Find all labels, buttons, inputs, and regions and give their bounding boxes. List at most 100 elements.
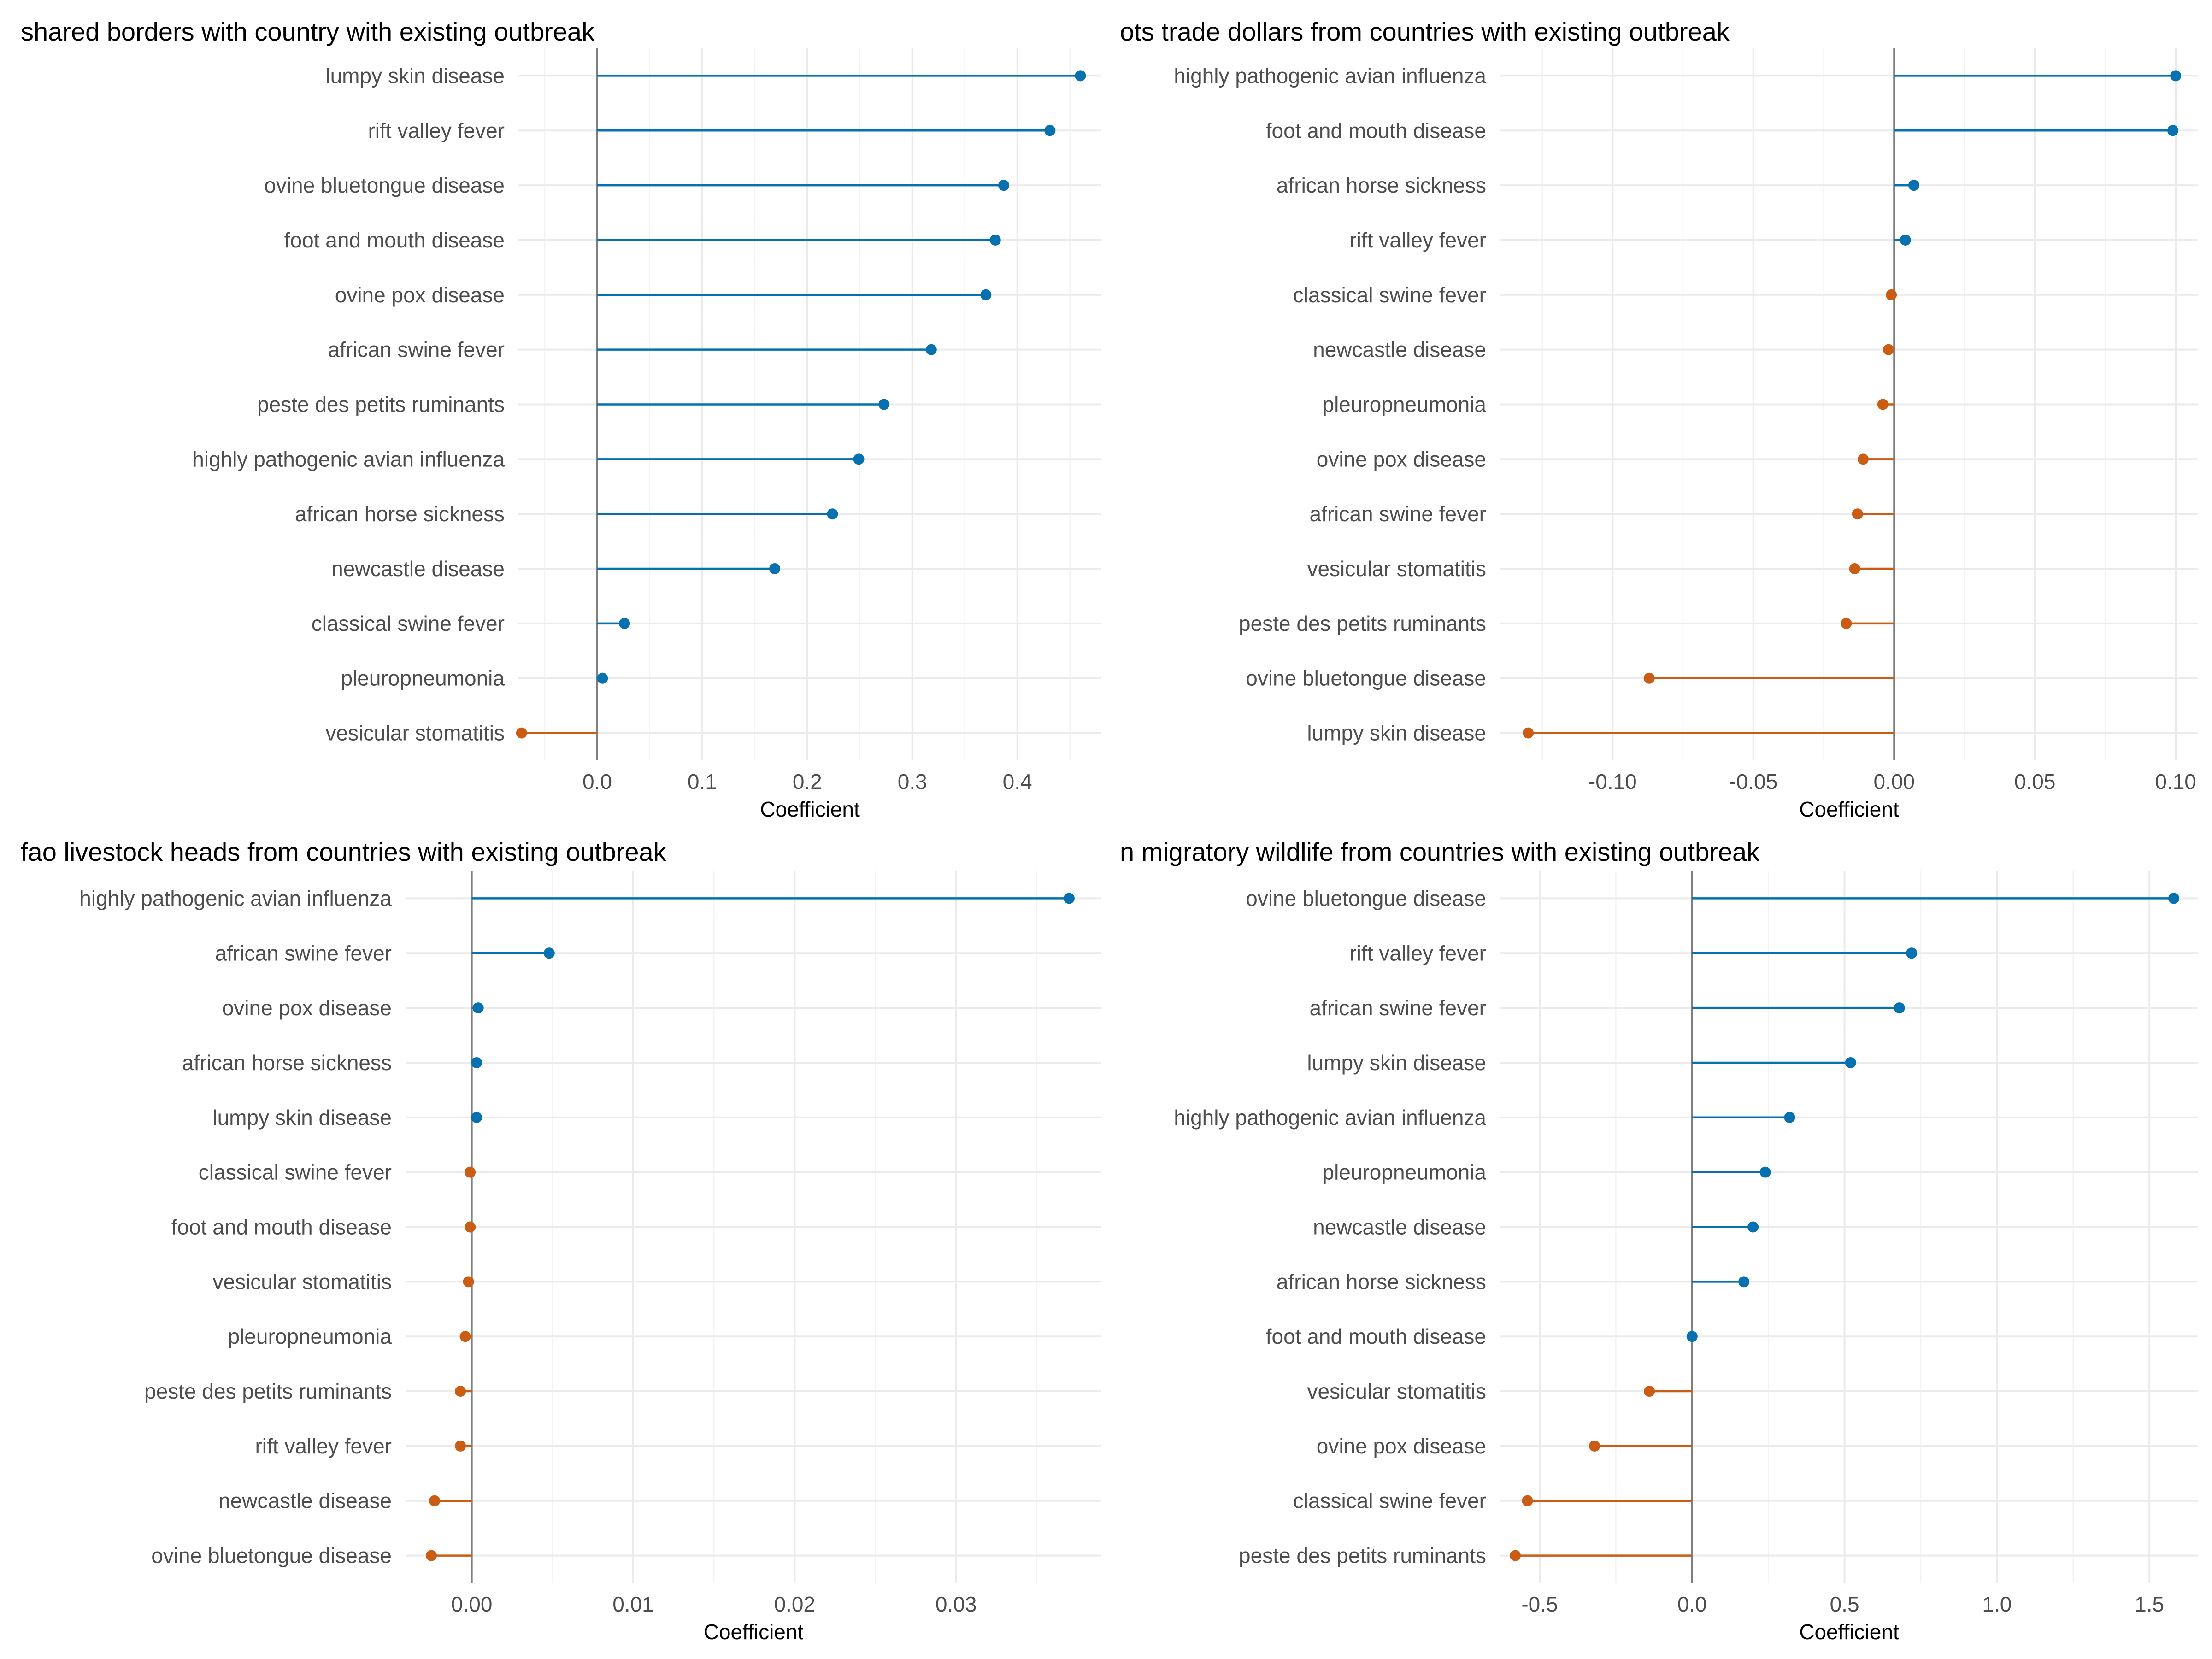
category-label: classical swine fever [1293,1489,1486,1513]
panel-title: shared borders with country with existin… [21,17,595,46]
category-label: african horse sickness [295,502,505,526]
lollipop-point [1900,234,1911,246]
lollipop-point [1894,1002,1905,1014]
x-tick-label: 0.00 [451,1592,493,1616]
lollipop-point [1075,70,1086,82]
lollipop-point [1589,1440,1600,1452]
lollipop-point [2170,70,2182,82]
lollipop-point [1044,125,1056,136]
category-label: pleuropneumonia [341,666,505,690]
panel-title: ots trade dollars from countries with ex… [1120,17,1730,46]
x-tick-label: 0.3 [898,770,927,794]
category-label: ovine pox disease [335,283,505,307]
lollipop-point [769,563,781,575]
category-label: lumpy skin disease [1307,721,1486,745]
category-label: newcastle disease [218,1489,392,1513]
panel-title: n migratory wildlife from countries with… [1120,837,1760,866]
category-label: vesicular stomatitis [1307,557,1486,581]
lollipop-point [1644,1386,1655,1397]
lollipop-point [472,1002,484,1014]
lollipop-point [1852,508,1863,520]
lollipop-point [471,1112,482,1123]
x-tick-label: 0.05 [2014,770,2056,794]
lollipop-point [516,727,527,739]
category-label: classical swine fever [312,612,505,635]
lollipop-point [1845,1057,1856,1068]
lollipop-point [597,672,608,684]
x-tick-label: 1.0 [1982,1592,2012,1616]
lollipop-point [465,1221,476,1233]
category-label: ovine bluetongue disease [1246,886,1486,910]
x-axis-title: Coefficient [1799,797,1899,821]
lollipop-point [1523,727,1534,739]
lollipop-point [455,1440,466,1452]
panel-trade-dollars: ots trade dollars from countries with ex… [1120,17,2198,821]
lollipop-point [1877,399,1888,410]
x-tick-label: -0.10 [1588,770,1637,794]
lollipop-point [1858,453,1869,465]
lollipop-point [1747,1221,1759,1233]
lollipop-point [878,399,890,410]
category-label: foot and mouth disease [1266,118,1486,142]
x-tick-label: -0.5 [1521,1592,1558,1616]
category-label: african horse sickness [1277,173,1486,197]
lollipop-point [1686,1331,1698,1342]
category-label: newcastle disease [331,557,505,581]
category-label: newcastle disease [1313,1215,1486,1239]
x-tick-label: 0.02 [774,1592,816,1616]
x-axis-title: Coefficient [760,797,860,821]
category-label: pleuropneumonia [1323,393,1487,417]
category-label: peste des petits ruminants [257,393,505,417]
lollipop-point [1886,289,1897,300]
category-label: foot and mouth disease [284,228,505,252]
category-label: classical swine fever [1293,283,1486,307]
panel-migratory-wildlife: n migratory wildlife from countries with… [1120,837,2198,1644]
category-label: ovine bluetongue disease [264,173,505,197]
lollipop-point [619,618,630,629]
x-tick-label: 0.4 [1003,770,1032,794]
category-label: peste des petits ruminants [144,1379,392,1403]
x-tick-label: 0.2 [793,770,822,794]
lollipop-point [1908,180,1920,191]
lollipop-point [471,1057,482,1068]
lollipop-point [1738,1276,1750,1288]
lollipop-point [989,234,1001,246]
category-label: highly pathogenic avian influenza [192,447,505,471]
category-label: vesicular stomatitis [212,1270,392,1294]
category-label: pleuropneumonia [1323,1160,1487,1184]
lollipop-point [455,1386,466,1397]
lollipop-point [426,1550,437,1561]
lollipop-point [2167,125,2179,136]
lollipop-point [827,508,838,520]
lollipop-point [1784,1112,1795,1123]
lollipop-point [1849,563,1860,575]
panel-title: fao livestock heads from countries with … [21,837,667,866]
category-label: rift valley fever [1349,228,1486,252]
category-label: lumpy skin disease [325,64,505,88]
lollipop-point [429,1495,441,1506]
x-tick-label: -0.05 [1729,770,1777,794]
category-label: peste des petits ruminants [1239,612,1486,635]
category-label: pleuropneumonia [228,1324,392,1348]
category-label: african swine fever [328,338,505,362]
category-label: african swine fever [1310,502,1487,526]
category-label: foot and mouth disease [1266,1324,1486,1348]
lollipop-point [1841,618,1852,629]
category-label: highly pathogenic avian influenza [1174,64,1486,88]
category-label: lumpy skin disease [212,1106,392,1130]
lollipop-point [1510,1550,1521,1561]
lollipop-point [543,947,555,959]
x-tick-label: 0.03 [935,1592,977,1616]
category-label: ovine bluetongue disease [151,1544,392,1568]
category-label: african swine fever [1310,996,1487,1020]
x-tick-label: 0.1 [688,770,717,794]
category-label: ovine bluetongue disease [1246,666,1486,690]
category-label: peste des petits ruminants [1239,1544,1486,1568]
category-label: ovine pox disease [1317,1434,1486,1458]
x-tick-label: 0.00 [1873,770,1915,794]
x-tick-label: 0.10 [2155,770,2196,794]
lollipop-point [1522,1495,1533,1506]
lollipop-point [925,344,937,355]
panel-shared-borders: shared borders with country with existin… [21,17,1101,821]
